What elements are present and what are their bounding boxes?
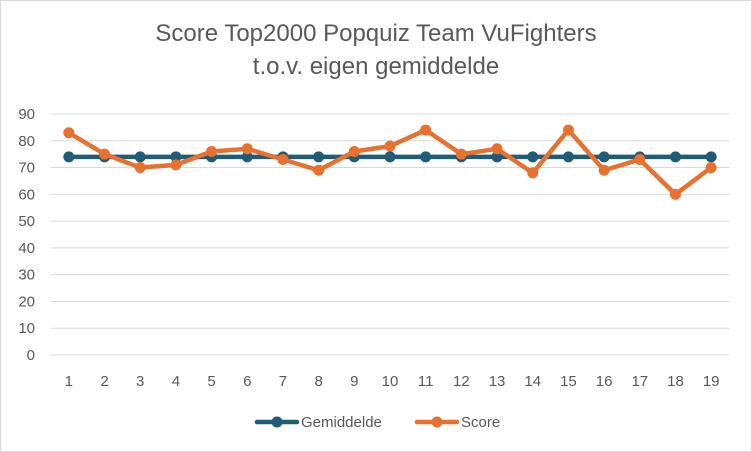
x-tick-label: 4 <box>172 373 180 390</box>
x-tick-label: 15 <box>560 373 577 390</box>
data-point-score <box>634 154 646 166</box>
legend-item-score: Score <box>414 414 500 431</box>
y-tick-label: 70 <box>18 160 35 177</box>
data-point-score <box>206 145 218 157</box>
data-point-gemiddelde <box>491 151 503 163</box>
chart-title-line-1: Score Top2000 Popquiz Team VuFighters <box>155 20 597 47</box>
legend-marker-gemiddelde <box>271 416 283 428</box>
data-point-score <box>241 143 253 155</box>
x-tick-label: 19 <box>703 373 720 390</box>
data-point-gemiddelde <box>669 151 681 163</box>
data-point-gemiddelde <box>170 151 182 163</box>
y-tick-label: 80 <box>18 133 35 150</box>
data-point-score <box>420 124 432 136</box>
y-tick-label: 10 <box>18 320 35 337</box>
chart-title: Score Top2000 Popquiz Team VuFighters t.… <box>1 17 751 83</box>
x-tick-label: 18 <box>667 373 684 390</box>
data-point-gemiddelde <box>241 151 253 163</box>
data-point-score <box>562 124 574 136</box>
y-axis-tick-labels: 0 10 20 30 40 50 60 70 80 90 <box>18 106 35 364</box>
x-tick-label: 17 <box>631 373 648 390</box>
y-tick-label: 30 <box>18 267 35 284</box>
data-point-gemiddelde <box>562 151 574 163</box>
data-point-gemiddelde <box>598 151 610 163</box>
x-tick-label: 6 <box>243 373 251 390</box>
series-score <box>63 124 717 200</box>
x-tick-label: 11 <box>418 373 434 390</box>
series-layer <box>63 124 717 200</box>
y-tick-label: 90 <box>18 106 35 123</box>
data-point-score <box>170 159 182 171</box>
data-point-gemiddelde <box>63 151 75 163</box>
data-point-score <box>99 148 111 160</box>
data-point-gemiddelde <box>384 151 396 163</box>
data-point-score <box>134 162 146 174</box>
legend-label-score: Score <box>461 414 500 431</box>
legend-item-gemiddelde: Gemiddelde <box>254 414 382 431</box>
series-gemiddelde <box>63 151 717 163</box>
y-tick-label: 20 <box>18 293 35 310</box>
data-point-score <box>455 148 467 160</box>
data-point-score <box>705 162 717 174</box>
data-point-gemiddelde <box>313 151 325 163</box>
data-point-gemiddelde <box>527 151 539 163</box>
x-tick-label: 12 <box>453 373 470 390</box>
data-point-score <box>491 143 503 155</box>
legend: Gemiddelde Score <box>254 414 500 431</box>
data-point-gemiddelde <box>420 151 432 163</box>
data-point-score <box>277 154 289 166</box>
y-tick-label: 40 <box>18 240 35 257</box>
y-tick-label: 50 <box>18 213 35 230</box>
data-point-score <box>384 140 396 152</box>
legend-label-gemiddelde: Gemiddelde <box>301 414 382 431</box>
y-tick-label: 0 <box>27 347 35 364</box>
data-point-score <box>63 127 75 139</box>
data-point-score <box>313 164 325 176</box>
x-tick-label: 5 <box>207 373 215 390</box>
chart-title-line-2: t.o.v. eigen gemiddelde <box>252 53 500 80</box>
legend-marker-score <box>431 416 443 428</box>
x-tick-label: 13 <box>489 373 506 390</box>
x-axis-tick-labels: 1 2 3 4 5 6 7 8 9 10 11 12 13 14 15 16 17 18 19 <box>65 373 720 390</box>
data-point-score <box>348 145 360 157</box>
x-tick-label: 7 <box>279 373 287 390</box>
data-point-score <box>669 188 681 200</box>
x-tick-label: 2 <box>100 373 108 390</box>
x-tick-label: 8 <box>314 373 322 390</box>
data-point-score <box>598 164 610 176</box>
x-tick-label: 1 <box>65 373 73 390</box>
x-tick-label: 14 <box>524 373 541 390</box>
x-tick-label: 10 <box>382 373 399 390</box>
x-tick-label: 16 <box>596 373 613 390</box>
x-tick-label: 3 <box>136 373 144 390</box>
data-point-score <box>527 167 539 179</box>
data-point-gemiddelde <box>705 151 717 163</box>
y-tick-label: 60 <box>18 186 35 203</box>
x-tick-label: 9 <box>350 373 358 390</box>
data-point-gemiddelde <box>134 151 146 163</box>
